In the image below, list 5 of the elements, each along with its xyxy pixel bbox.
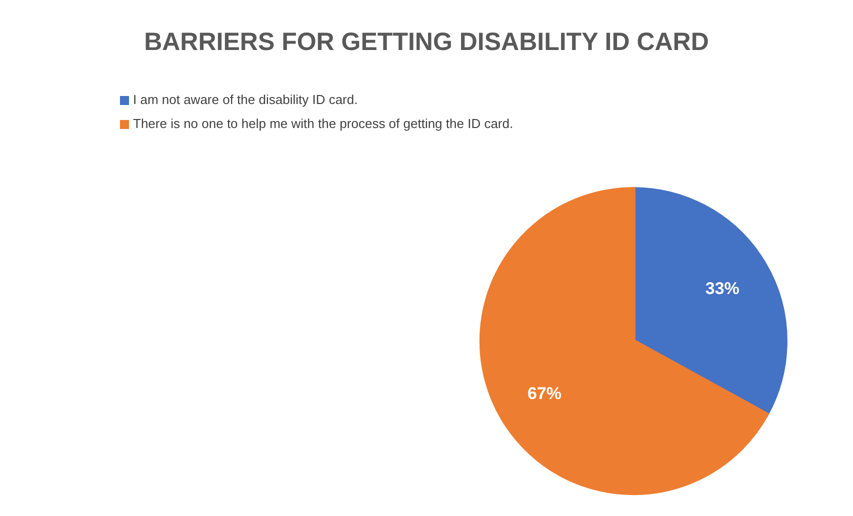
chart-title: BARRIERS FOR GETTING DISABILITY ID CARD	[143, 28, 710, 57]
data-label: 33%	[705, 278, 740, 298]
data-label: 67%	[527, 384, 562, 404]
legend-label: There is no one to help me with the process of getting the ID card.	[133, 116, 514, 131]
legend-label: I am not aware of the disability ID card.	[133, 92, 358, 107]
